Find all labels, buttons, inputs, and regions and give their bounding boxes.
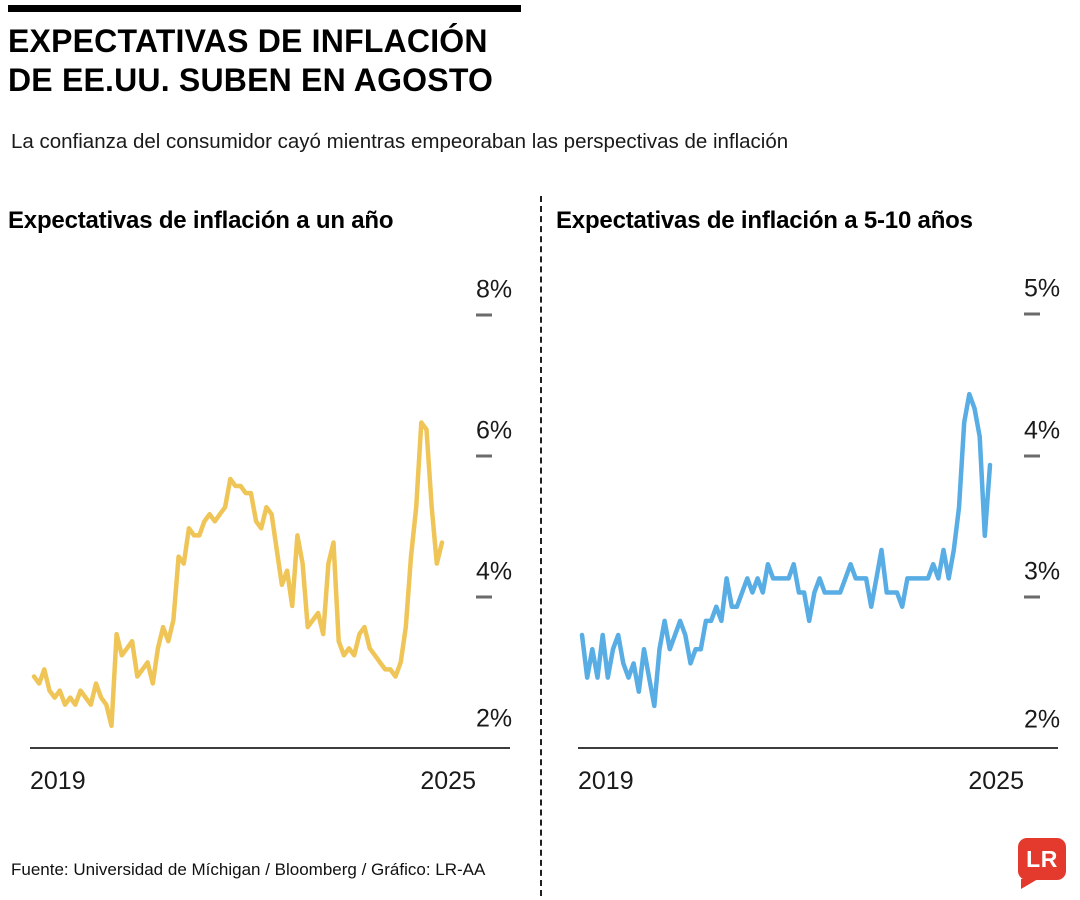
series-line: [579, 391, 993, 709]
y-axis-tick: 8%: [476, 275, 513, 317]
y-tick-mark: [476, 454, 492, 458]
chart-panel-five-ten-years: Expectativas de inflación a 5-10 años 5%…: [556, 207, 1080, 837]
y-tick-mark: [1024, 454, 1040, 458]
y-axis-one-year: 8% 6% 4% 2%: [476, 275, 532, 747]
y-tick-mark: [476, 595, 492, 599]
y-axis-tick: 2%: [476, 704, 512, 733]
y-tick-label: 5%: [1024, 274, 1061, 303]
lr-logo: LR: [1018, 838, 1066, 889]
y-tick-label: 6%: [476, 416, 513, 445]
page-title-line1: EXPECTATIVAS DE INFLACIÓN: [8, 23, 488, 59]
x-axis-line-five-ten-years: [578, 747, 1058, 749]
series-line: [31, 420, 445, 729]
plot-area-one-year: [30, 285, 446, 747]
panel-divider: [540, 196, 542, 896]
y-axis-tick: 2%: [1024, 706, 1060, 735]
chart-title-one-year: Expectativas de inflación a un año: [8, 207, 394, 234]
chart-panel-one-year: Expectativas de inflación a un año 8% 6% 4…: [8, 207, 532, 837]
line-chart-one-year: [31, 420, 445, 729]
page-title: EXPECTATIVAS DE INFLACIÓN DE EE.UU. SUBE…: [8, 22, 493, 100]
lr-logo-tail: [1021, 879, 1038, 889]
lr-logo-text: LR: [1026, 845, 1058, 872]
y-axis-tick: 4%: [476, 557, 513, 599]
x-tick-end: 2025: [420, 767, 476, 795]
x-axis-labels-five-ten-years: 2019 2025: [578, 767, 1024, 796]
plot-area-five-ten-years: [578, 285, 994, 747]
y-tick-label: 8%: [476, 275, 513, 304]
page-title-line2: DE EE.UU. SUBEN EN AGOSTO: [8, 62, 494, 98]
top-rule: [8, 5, 521, 12]
y-tick-label: 2%: [1024, 705, 1061, 734]
y-axis-tick: 5%: [1024, 274, 1061, 316]
x-tick-start: 2019: [578, 767, 634, 795]
source-credit: Fuente: Universidad de Míchigan / Bloomb…: [11, 860, 486, 879]
y-tick-label: 4%: [1024, 416, 1061, 445]
y-axis-tick: 6%: [476, 416, 513, 458]
y-axis-tick: 3%: [1024, 558, 1060, 599]
y-tick-mark: [1024, 595, 1040, 599]
y-tick-label: 4%: [476, 557, 513, 586]
x-axis-labels-one-year: 2019 2025: [30, 767, 476, 796]
y-tick-mark: [1024, 312, 1040, 316]
y-tick-mark: [476, 313, 492, 317]
x-axis-line-one-year: [30, 747, 510, 749]
subtitle: La confianza del consumidor cayó mientra…: [11, 130, 789, 153]
y-axis-tick: 4%: [1024, 416, 1061, 458]
line-chart-five-ten-years: [579, 391, 993, 709]
x-tick-end: 2025: [968, 767, 1024, 795]
y-tick-label: 2%: [476, 704, 513, 733]
y-axis-five-ten-years: 5% 4% 3% 2%: [1024, 274, 1080, 747]
chart-title-five-ten-years: Expectativas de inflación a 5-10 años: [556, 207, 973, 234]
x-tick-start: 2019: [30, 767, 86, 795]
y-tick-label: 3%: [1024, 557, 1061, 586]
